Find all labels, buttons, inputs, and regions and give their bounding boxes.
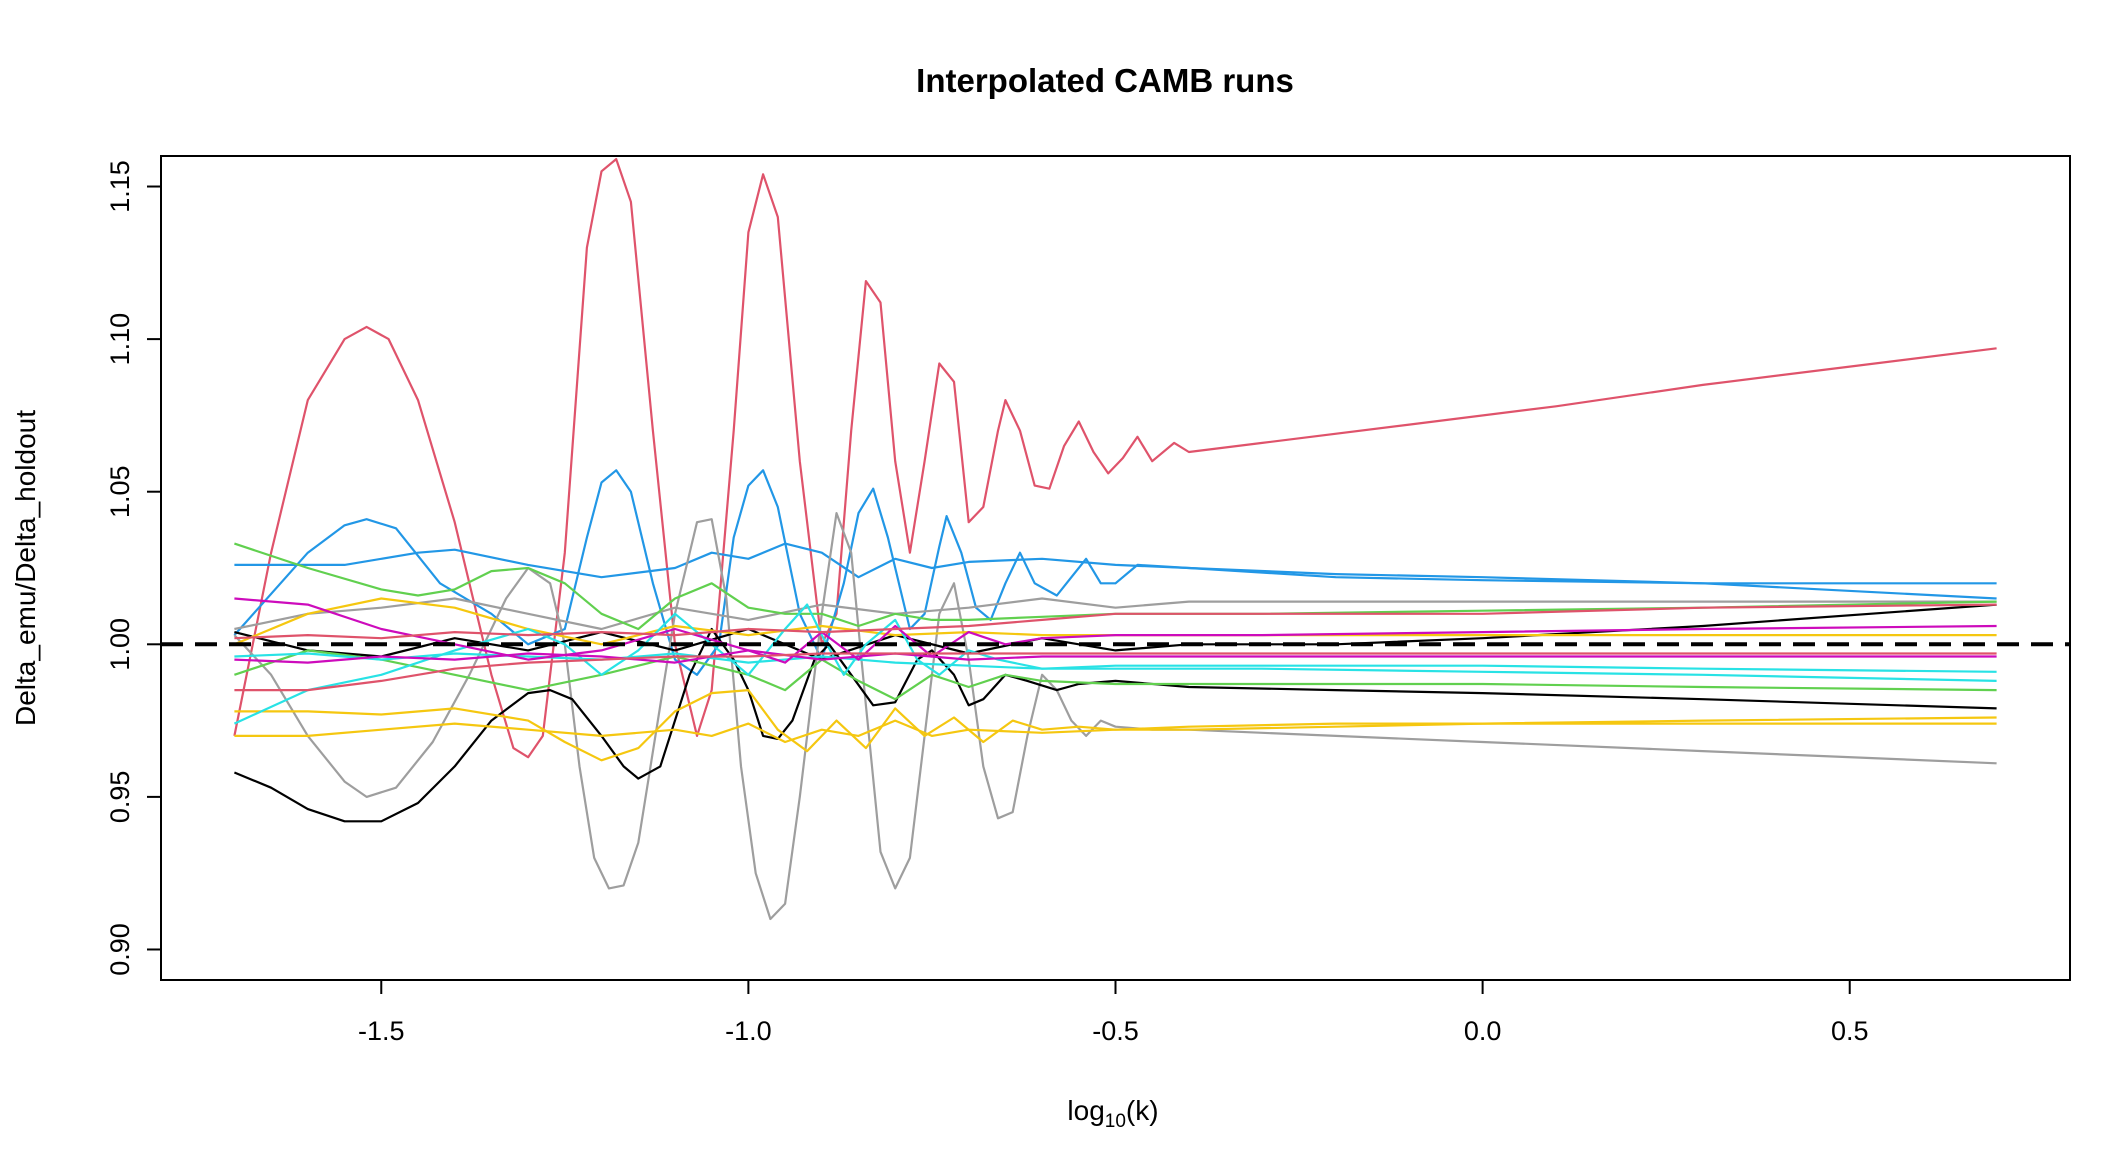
series-line-4 xyxy=(233,512,1997,921)
y-tick-label: 0.95 xyxy=(105,771,135,824)
series-line-3 xyxy=(234,542,1997,585)
x-tick-label: 0.0 xyxy=(1464,1016,1502,1046)
series-line-1 xyxy=(233,158,1997,759)
x-tick-label: -0.5 xyxy=(1092,1016,1139,1046)
y-axis: 0.90 0.95 1.00 1.05 1.10 1.15 xyxy=(105,160,161,976)
x-axis-label-main: log xyxy=(1067,1095,1104,1126)
y-tick-label: 1.10 xyxy=(105,313,135,366)
series-line-17 xyxy=(234,652,1997,692)
series-line-5 xyxy=(234,597,1997,631)
series-line-15 xyxy=(234,597,1997,664)
series-line-9 xyxy=(234,716,1997,744)
x-tick-label: -1.5 xyxy=(358,1016,405,1046)
series-layer xyxy=(233,158,1997,921)
x-axis-label-suffix: (k) xyxy=(1126,1095,1159,1126)
x-axis-label-subscript: 10 xyxy=(1105,1111,1126,1132)
series-line-18 xyxy=(234,603,1997,640)
x-axis: -1.5 -1.0 -0.5 0.0 0.5 xyxy=(358,980,1869,1046)
series-line-6 xyxy=(233,627,1997,823)
y-tick-label: 1.05 xyxy=(105,465,135,518)
y-tick-label: 1.00 xyxy=(105,618,135,671)
series-line-14 xyxy=(234,652,1997,673)
series-line-16 xyxy=(234,649,1997,664)
y-axis-label: Delta_emu/Delta_holdout xyxy=(10,410,41,726)
x-tick-label: 0.5 xyxy=(1831,1016,1869,1046)
x-axis-label: log10(k) xyxy=(1067,1095,1158,1132)
series-line-12 xyxy=(234,649,1997,701)
y-tick-label: 1.15 xyxy=(105,160,135,213)
chart-title: Interpolated CAMB runs xyxy=(916,62,1294,99)
y-tick-label: 0.90 xyxy=(105,923,135,976)
x-tick-label: -1.0 xyxy=(725,1016,772,1046)
